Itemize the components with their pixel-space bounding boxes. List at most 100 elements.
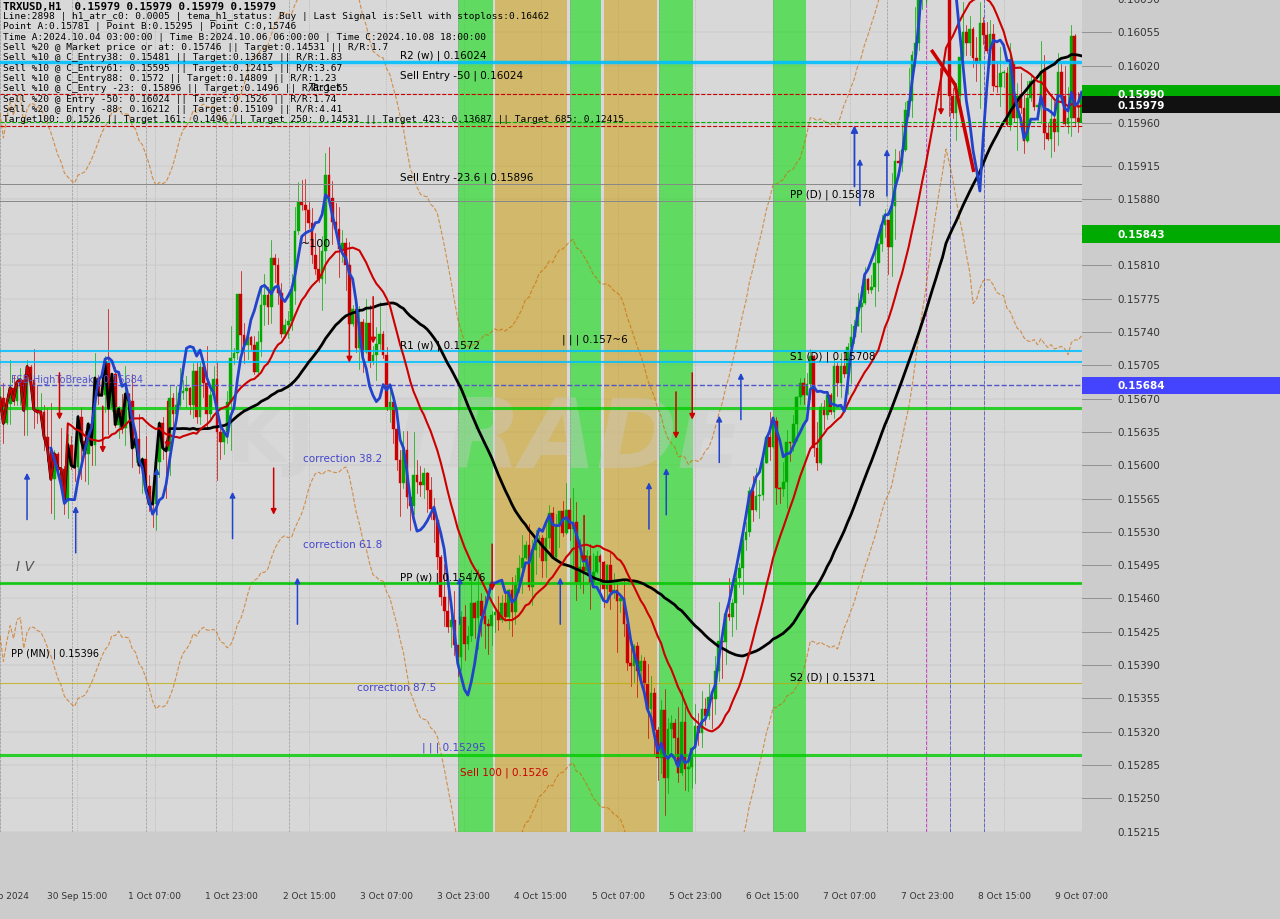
Bar: [714, 671, 717, 699]
Bar: [56, 454, 59, 468]
Bar: [147, 487, 151, 505]
Bar: [844, 367, 846, 375]
Bar: [1050, 120, 1052, 140]
Text: 3 Oct 23:00: 3 Oct 23:00: [436, 891, 490, 901]
Bar: [348, 266, 351, 324]
Text: 0.15810: 0.15810: [1117, 261, 1160, 271]
Bar: [460, 618, 462, 657]
Bar: [406, 450, 408, 497]
Text: correction 38.2: correction 38.2: [303, 454, 383, 464]
Bar: [511, 591, 513, 612]
Bar: [192, 372, 195, 405]
Bar: [650, 693, 653, 709]
Bar: [215, 380, 219, 433]
Bar: [788, 443, 791, 444]
Bar: [32, 380, 36, 410]
Bar: [128, 394, 131, 401]
Bar: [168, 398, 172, 451]
Bar: [724, 614, 727, 642]
Bar: [321, 252, 324, 280]
Text: 5 Oct 07:00: 5 Oct 07:00: [591, 891, 645, 901]
Bar: [846, 347, 849, 375]
Bar: [470, 603, 472, 636]
Text: 0.15843: 0.15843: [1117, 230, 1165, 240]
Bar: [948, 0, 951, 96]
Bar: [426, 474, 429, 491]
Bar: [90, 425, 93, 446]
Bar: [50, 448, 52, 480]
Bar: [626, 625, 628, 663]
Bar: [1070, 37, 1073, 119]
Bar: [317, 269, 320, 280]
Bar: [785, 443, 788, 482]
Text: 0.15915: 0.15915: [1117, 162, 1160, 171]
Bar: [554, 525, 557, 557]
Bar: [572, 522, 575, 530]
Bar: [19, 380, 22, 382]
Bar: [531, 550, 534, 588]
Text: 1 Oct 07:00: 1 Oct 07:00: [128, 891, 180, 901]
Text: S1 (D) | 0.15708: S1 (D) | 0.15708: [790, 351, 876, 362]
Bar: [1082, 378, 1280, 394]
Bar: [209, 395, 211, 415]
Text: I V: I V: [17, 560, 35, 573]
Bar: [480, 601, 483, 616]
Bar: [809, 357, 812, 385]
Bar: [694, 726, 696, 748]
Bar: [276, 266, 279, 294]
Text: 0.15684: 0.15684: [1117, 380, 1165, 391]
Bar: [813, 357, 815, 448]
Bar: [379, 335, 381, 345]
Bar: [449, 620, 452, 627]
Bar: [704, 709, 707, 717]
Bar: [293, 233, 297, 292]
Text: 0.15355: 0.15355: [1117, 694, 1160, 704]
Bar: [1033, 83, 1036, 108]
Bar: [552, 514, 554, 557]
Bar: [515, 585, 517, 612]
Bar: [172, 398, 174, 415]
Bar: [1037, 107, 1039, 108]
Bar: [955, 96, 957, 114]
Bar: [497, 612, 499, 620]
Bar: [544, 539, 548, 562]
Bar: [558, 512, 561, 525]
Bar: [151, 504, 154, 505]
Text: TRXUSD,H1  0.15979 0.15979 0.15979 0.15979: TRXUSD,H1 0.15979 0.15979 0.15979 0.1597…: [3, 2, 275, 12]
Bar: [708, 698, 710, 717]
Text: 0.16020: 0.16020: [1117, 62, 1160, 72]
Text: R2 (w) | 0.16024: R2 (w) | 0.16024: [401, 50, 486, 61]
Text: KJ: KJ: [227, 403, 314, 478]
Bar: [236, 295, 238, 354]
Bar: [564, 511, 567, 533]
Text: 1 Oct 23:00: 1 Oct 23:00: [205, 891, 259, 901]
Bar: [22, 380, 26, 411]
Bar: [836, 367, 838, 383]
Bar: [369, 323, 371, 362]
Text: Point A:0.15781 | Point B:0.15295 | Point C:0,15746: Point A:0.15781 | Point B:0.15295 | Poin…: [3, 22, 296, 31]
Bar: [1019, 96, 1021, 108]
Text: PP (MN) | 0.15396: PP (MN) | 0.15396: [10, 648, 99, 658]
Bar: [575, 522, 577, 582]
Bar: [297, 202, 300, 233]
Bar: [253, 346, 256, 373]
Text: R1 (w) | 0.1572: R1 (w) | 0.1572: [401, 340, 480, 350]
Bar: [453, 620, 456, 645]
Bar: [751, 492, 754, 511]
Bar: [776, 421, 778, 489]
Bar: [484, 616, 486, 624]
Bar: [206, 383, 209, 415]
Bar: [120, 409, 123, 429]
Bar: [698, 726, 700, 732]
Bar: [311, 223, 314, 255]
Bar: [986, 36, 988, 51]
Text: ~100: ~100: [301, 239, 332, 249]
Bar: [887, 221, 890, 248]
Bar: [910, 55, 914, 102]
Bar: [873, 264, 876, 288]
Text: 0.15705: 0.15705: [1117, 361, 1160, 371]
Bar: [494, 612, 497, 616]
Bar: [324, 176, 326, 252]
Bar: [1060, 73, 1062, 97]
Bar: [870, 288, 873, 290]
